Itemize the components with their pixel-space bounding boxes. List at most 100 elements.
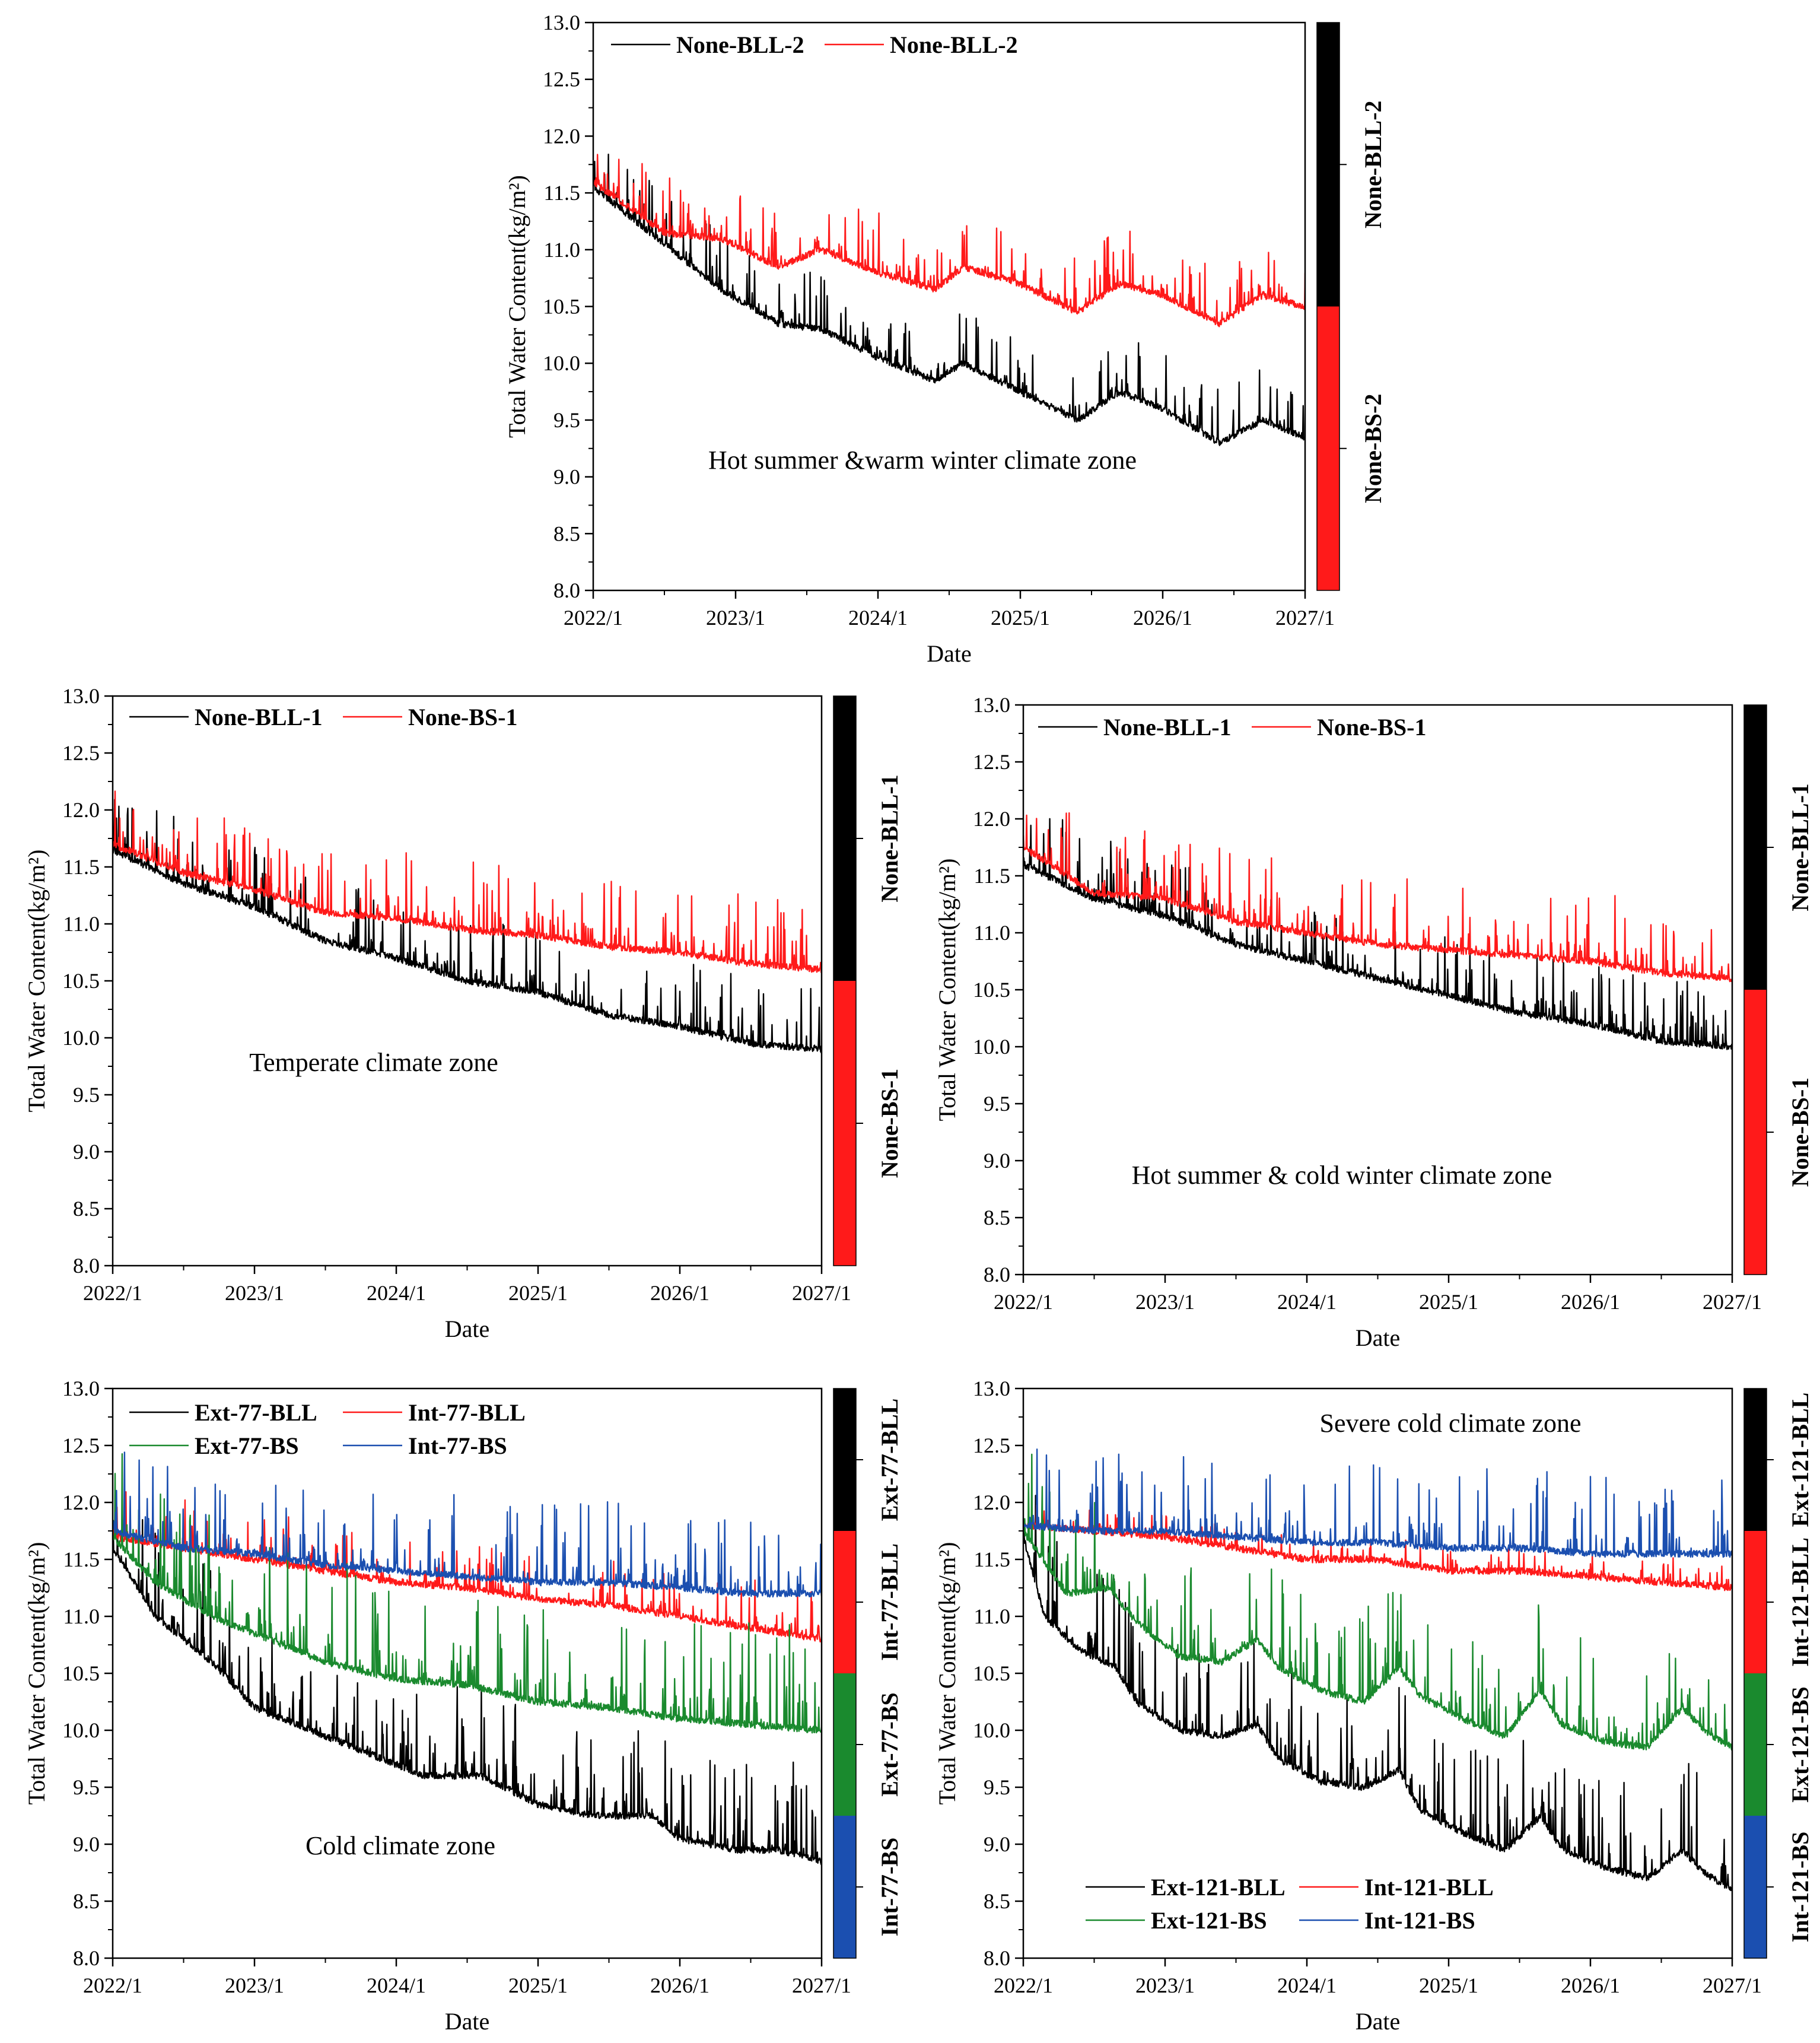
colorbar-segment	[833, 1389, 856, 1531]
legend: None-BLL-1 None-BS-1	[1038, 714, 1426, 741]
y-tick-label: 12.5	[62, 741, 100, 765]
x-tick-label: 2023/1	[225, 1281, 284, 1305]
series-line-ext-121-bs	[1023, 1453, 1732, 1751]
y-tick-label: 13.0	[62, 1377, 100, 1400]
colorbar-frame	[1743, 1388, 1767, 1959]
colorbar: Ext-121-BLL Int-121-BLL Ext-121-BS Int-121-…	[1743, 1388, 1813, 1959]
x-tick-label: 2026/1	[650, 1974, 709, 1997]
y-tick-label: 11.5	[973, 1548, 1010, 1571]
y-axis-label: Total Water Content(kg/m²)	[934, 1542, 960, 1805]
y-tick-label: 9.5	[984, 1775, 1010, 1799]
y-tick-label: 11.5	[973, 864, 1010, 888]
colorbar-label: Ext-121-BS	[1787, 1686, 1813, 1803]
legend-label: Ext-77-BLL	[195, 1399, 317, 1426]
y-tick-label: 11.5	[63, 855, 100, 879]
x-tick-label: 2026/1	[650, 1281, 709, 1305]
panel-severe-cold: 8.0 8.5 9.0 9.5 10.0 10.5 11.0 11.5 12.0 12.5 13.0…	[934, 1377, 1813, 2035]
series-line-none-bll-2	[593, 153, 1305, 446]
y-tick-label: 10.5	[62, 1661, 100, 1685]
colorbar-segment	[833, 1531, 856, 1673]
y-tick-label: 12.0	[973, 1491, 1010, 1514]
panel-temperate: 8.0 8.5 9.0 9.5 10.0 10.5 11.0 11.5 12.0 12.5 13.0…	[23, 684, 903, 1342]
colorbar-segment	[1744, 1389, 1767, 1531]
x-tick-label: 2027/1	[1275, 606, 1335, 630]
legend-label: None-BLL-1	[195, 704, 323, 730]
legend-label: Int-121-BLL	[1364, 1874, 1494, 1901]
y-tick-label: 12.5	[62, 1434, 100, 1457]
legend: None-BLL-1 None-BS-1	[129, 704, 517, 730]
x-tick-label: 2027/1	[792, 1281, 851, 1305]
colorbar-segment	[1317, 23, 1339, 307]
x-tick-label: 2024/1	[848, 606, 908, 630]
legend-label: Int-77-BS	[408, 1432, 507, 1459]
x-tick-label: 2025/1	[1419, 1290, 1478, 1314]
y-tick-label: 12.0	[62, 1491, 100, 1514]
colorbar-label: None-BS-2	[1360, 394, 1386, 503]
y-tick-label: 8.5	[553, 522, 580, 545]
climate-zone-label: Hot summer &warm winter climate zone	[708, 446, 1137, 475]
x-tick-label: 2027/1	[1703, 1974, 1762, 1997]
legend-label: Int-121-BS	[1364, 1907, 1475, 1934]
legend-label: None-BS-1	[1317, 714, 1426, 741]
y-tick-label: 10.5	[62, 969, 100, 993]
series-group	[113, 1451, 822, 1866]
legend: Ext-121-BLL Int-121-BLL Ext-121-BS Int-121-…	[1086, 1874, 1494, 1934]
y-tick-label: 10.5	[543, 295, 580, 319]
y-tick-label: 8.5	[984, 1206, 1010, 1229]
colorbar-label: None-BS-1	[1787, 1078, 1813, 1187]
y-tick-label: 11.0	[63, 912, 100, 936]
y-tick-label: 10.5	[973, 1661, 1010, 1685]
x-tick-label: 2024/1	[1277, 1974, 1337, 1997]
series-line-none-bs-1	[1023, 812, 1732, 983]
series-line-int-121-bll	[1023, 1504, 1732, 1591]
series-line-ext-121-bll	[1023, 1495, 1732, 1892]
colorbar-segment	[1744, 1816, 1767, 1958]
colorbar: Ext-77-BLL Int-77-BLL Ext-77-BS Int-77-BS	[833, 1388, 903, 1959]
y-tick-label: 8.0	[73, 1946, 100, 1970]
colorbar-segment	[833, 696, 856, 981]
y-tick-label: 8.5	[73, 1197, 100, 1221]
x-axis-label: Date	[445, 1316, 490, 1342]
colorbar-label: Ext-77-BS	[876, 1692, 903, 1797]
y-tick-label: 12.5	[973, 1434, 1010, 1457]
colorbar-label: None-BS-1	[876, 1069, 903, 1178]
legend-label: None-BLL-2	[676, 31, 804, 58]
y-tick-label: 12.0	[973, 807, 1010, 831]
colorbar-label: Ext-121-BLL	[1787, 1393, 1813, 1527]
y-tick-label: 12.0	[62, 798, 100, 822]
colorbar-label: Ext-77-BLL	[876, 1399, 903, 1521]
colorbar-segment	[1744, 990, 1767, 1275]
y-axis-label: Total Water Content(kg/m²)	[504, 175, 530, 438]
colorbar-frame	[833, 1388, 857, 1959]
y-tick-label: 9.5	[553, 408, 580, 432]
series-line-ext-77-bll	[113, 1519, 822, 1866]
y-tick-label: 11.0	[973, 1604, 1010, 1628]
legend-label: None-BLL-1	[1103, 714, 1232, 741]
series-line-none-bs-2	[593, 154, 1305, 328]
series-line-ext-77-bs	[113, 1453, 822, 1734]
series-line-none-bll-1	[113, 799, 822, 1053]
x-axis-label: Date	[927, 640, 972, 667]
plot-frame	[592, 21, 1306, 592]
climate-zone-label: Hot summer & cold winter climate zone	[1132, 1161, 1552, 1190]
y-tick-label: 11.0	[543, 238, 580, 262]
panel-hot-summer-warm-winter: 8.0 8.5 9.0 9.5 10.0 10.5 11.0 11.5 12.0 12.5 13.0…	[504, 11, 1386, 667]
x-tick-label: 2026/1	[1561, 1290, 1620, 1314]
series-group	[1023, 812, 1732, 1050]
colorbar-label: None-BLL-1	[876, 774, 903, 903]
series-line-int-121-bs	[1023, 1448, 1732, 1558]
x-tick-label: 2027/1	[1703, 1290, 1762, 1314]
y-tick-label: 13.0	[543, 11, 580, 34]
legend-label: None-BS-1	[408, 704, 517, 730]
colorbar-segment	[833, 1816, 856, 1958]
y-tick-label: 12.0	[543, 124, 580, 148]
y-tick-label: 9.0	[73, 1832, 100, 1856]
x-tick-label: 2025/1	[508, 1974, 568, 1997]
y-tick-label: 11.0	[63, 1604, 100, 1628]
y-tick-label: 9.5	[73, 1083, 100, 1107]
x-tick-label: 2023/1	[1135, 1290, 1195, 1314]
y-tick-label: 8.5	[984, 1889, 1010, 1913]
x-tick-label: 2022/1	[564, 606, 623, 630]
x-tick-label: 2026/1	[1561, 1974, 1620, 1997]
